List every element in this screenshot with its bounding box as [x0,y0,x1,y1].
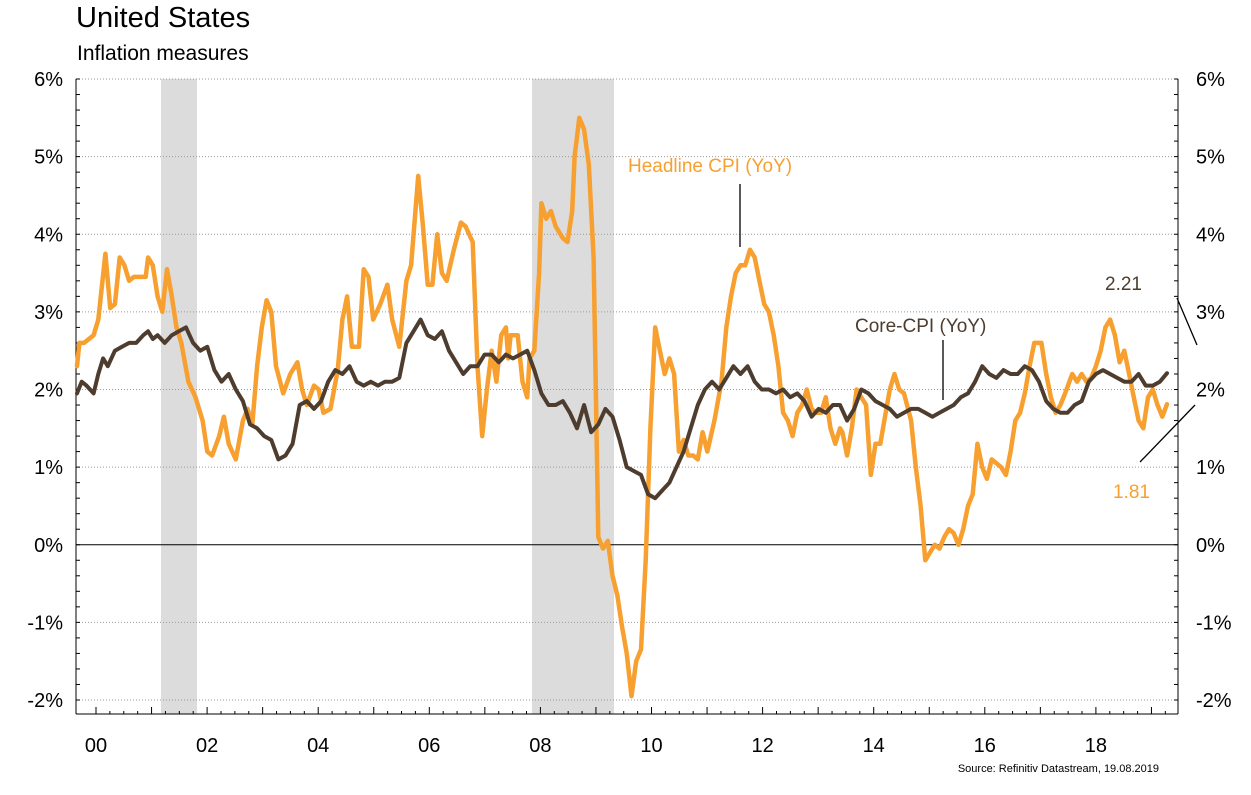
y-tick-label-left: -1% [27,612,63,634]
y-tick-label-left: 4% [34,224,63,246]
y-tick-label-left: 1% [34,457,63,479]
y-tick-label-left: 6% [34,69,63,91]
y-tick-label-left: 3% [34,302,63,324]
y-tick-label-right: 0% [1196,535,1225,557]
y-tick-label-right: 5% [1196,147,1225,169]
headline-cpi-line [74,115,1170,699]
y-tick-label-right: 1% [1196,457,1225,479]
source-note: Source: Refinitiv Datastream, 19.08.2019 [957,763,1159,775]
core-end-value: 2.21 [1105,274,1142,295]
chart-subtitle: Inflation measures [77,42,249,65]
y-tick-label-left: 5% [34,147,63,169]
y-tick-label-left: 2% [34,380,63,402]
x-tick-label: 04 [307,735,329,757]
y-tick-label-right: 3% [1196,302,1225,324]
headline-cpi-label: Headline CPI (YoY) [628,156,792,177]
y-tick-label-right: 6% [1196,69,1225,91]
axes: 6% 6% 5% 5% 4% 4% 3% 3% 2% 2% 1% 1% 0% 0% -1% -1% -2% -2%… [27,69,1231,757]
y-tick-label-right: -2% [1196,690,1232,712]
series-lines [74,115,1170,699]
chart-title: United States [76,2,251,34]
x-tick-label: 00 [85,735,107,757]
x-tick-label: 02 [196,735,218,757]
x-tick-label: 14 [863,735,885,757]
gridlines [76,78,1178,701]
y-tick-label-right: 4% [1196,224,1225,246]
x-tick-label: 10 [640,735,662,757]
y-tick-label-left: -2% [27,690,63,712]
annotations: Headline CPI (YoY) Core-CPI (YoY) 2.21 1.81 [628,156,1198,503]
y-tick-label-right: 2% [1196,380,1225,402]
x-tick-label: 08 [529,735,551,757]
core-cpi-label: Core-CPI (YoY) [855,316,986,337]
core-end-leader [1176,297,1198,346]
x-tick-label: 06 [418,735,440,757]
y-tick-label-left: 0% [34,535,63,557]
headline-end-leader [1139,404,1196,463]
x-tick-label: 12 [751,735,773,757]
core-cpi-line [75,317,1169,501]
headline-end-value: 1.81 [1113,482,1150,503]
recession-band-1 [161,79,197,714]
y-tick-label-right: -1% [1196,612,1232,634]
recession-bands [161,79,614,714]
x-tick-label: 18 [1085,735,1107,757]
x-tick-label: 16 [974,735,996,757]
